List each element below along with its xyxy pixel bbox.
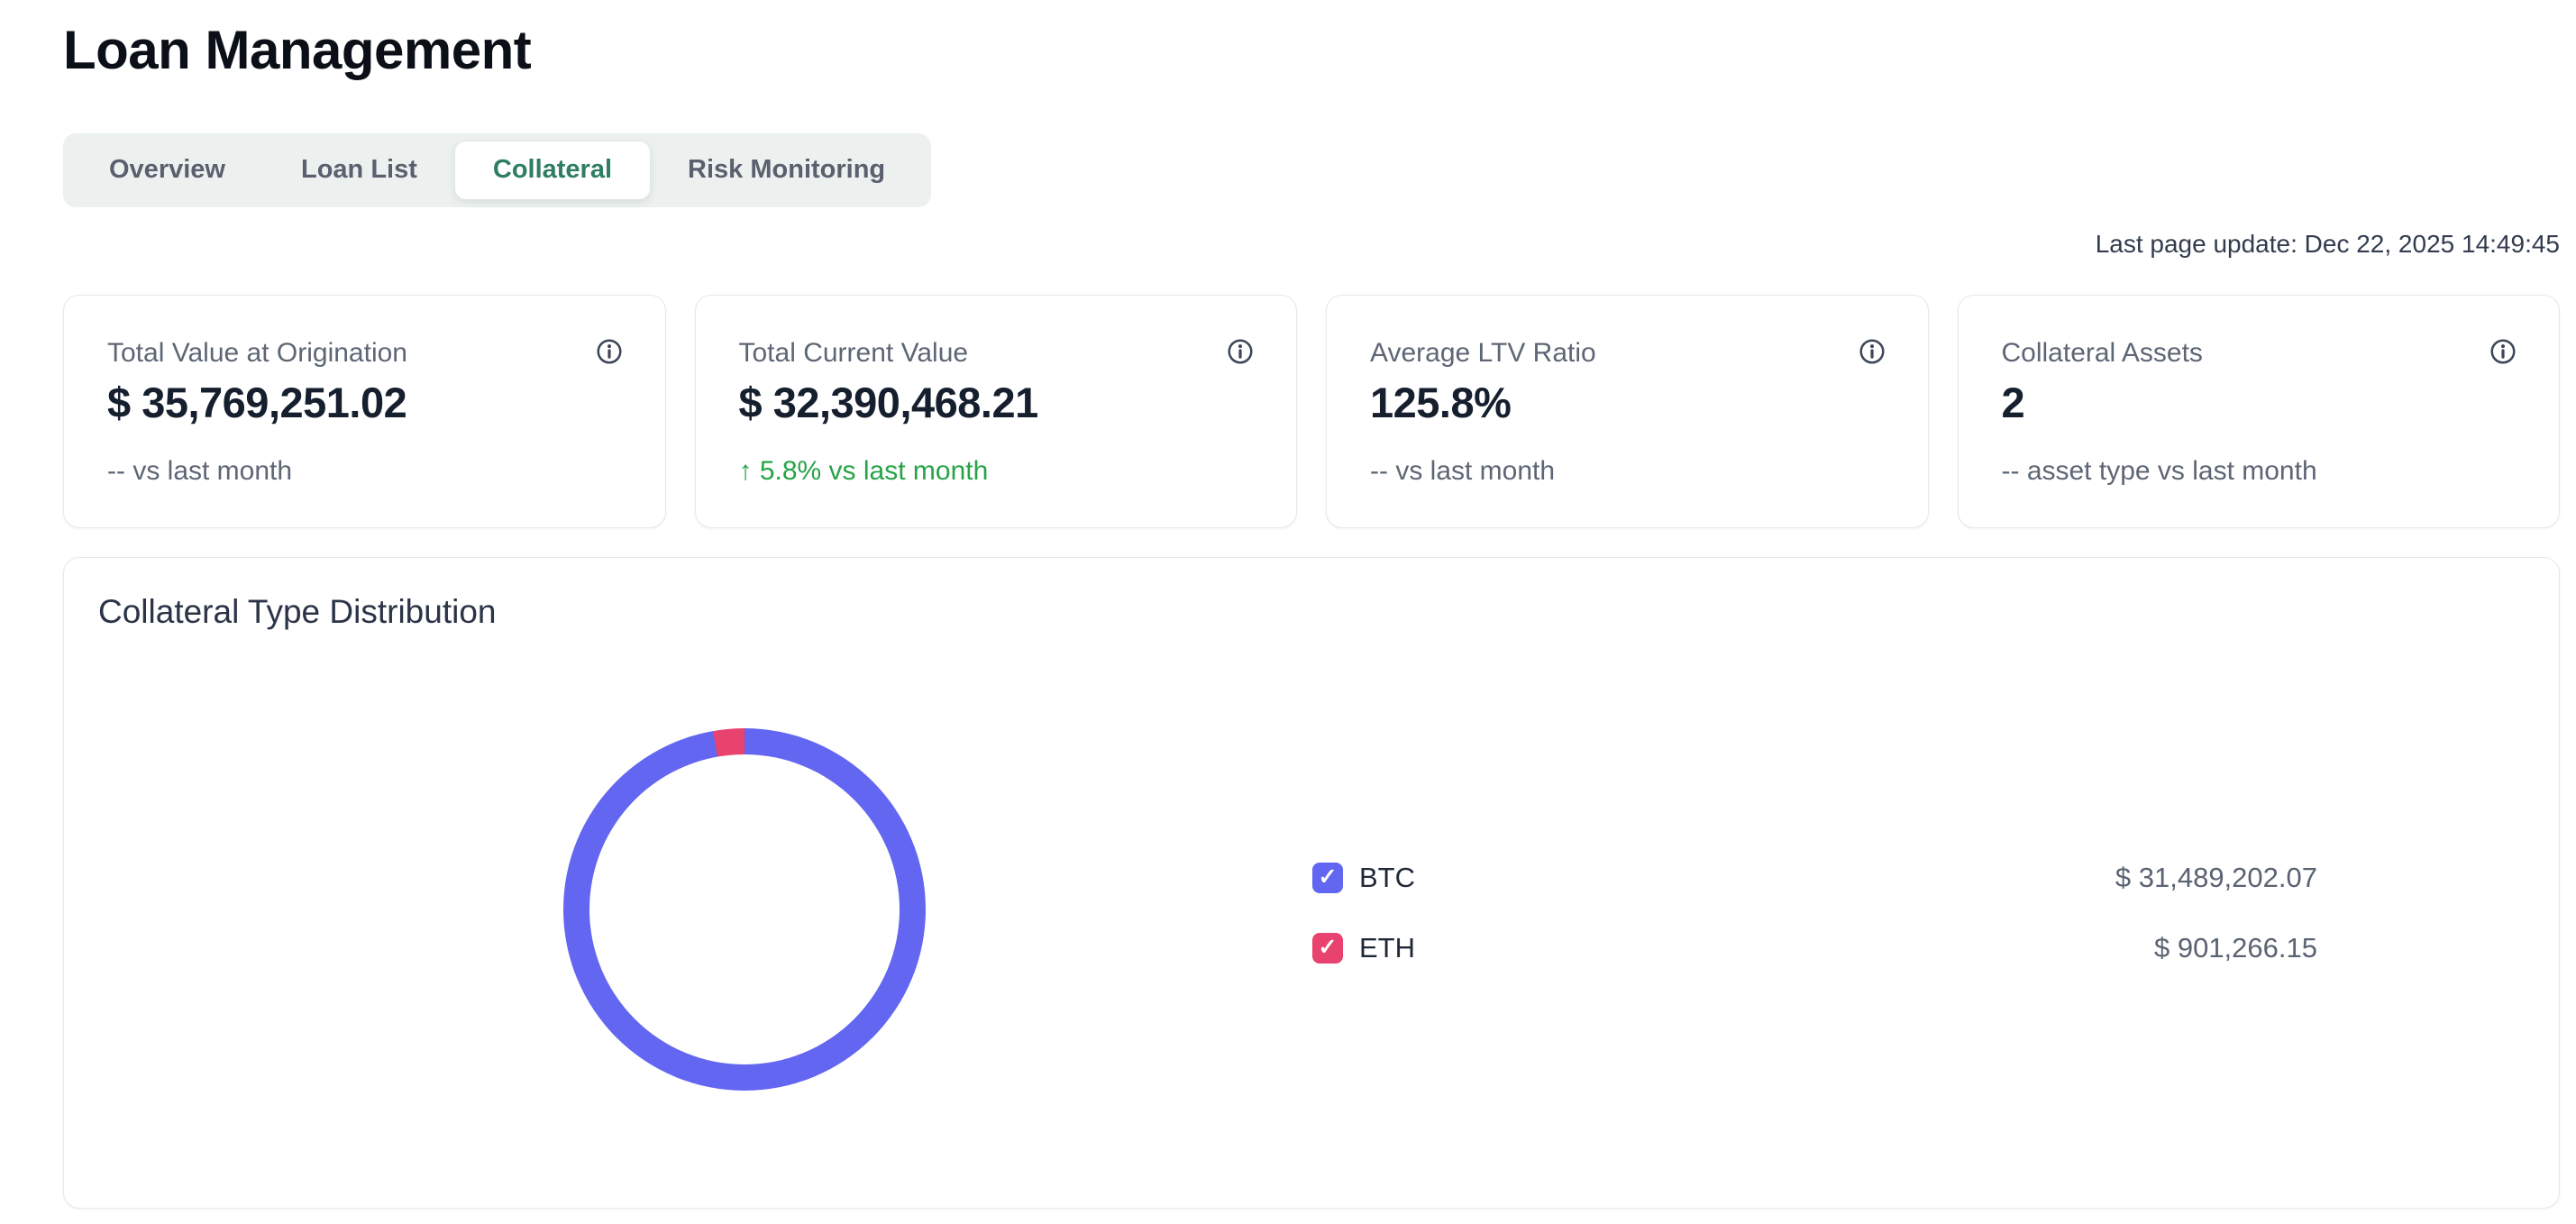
stat-label: Total Value at Origination [107,338,407,369]
collateral-distribution-card: Collateral Type Distribution ✓ BTC $ 31,… [63,556,2560,1209]
info-icon[interactable] [1226,337,1255,366]
legend-row-eth[interactable]: ✓ ETH $ 901,266.15 [1312,928,2317,968]
legend-label-eth: ETH [1359,931,1415,964]
stat-label: Collateral Assets [2001,338,2203,369]
stat-delta: ↑ 5.8% vs last month [738,455,989,486]
btc-checkbox[interactable]: ✓ [1312,862,1343,893]
stat-label: Total Current Value [738,338,969,369]
stat-card-total-current-value: Total Current Value $ 32,390,468.21 ↑ 5.… [694,295,1297,528]
legend-row-btc[interactable]: ✓ BTC $ 31,489,202.07 [1312,858,2317,898]
tab-collateral[interactable]: Collateral [454,142,651,199]
info-icon[interactable] [2489,337,2517,366]
legend-value-eth: $ 901,266.15 [2153,931,2317,964]
info-icon[interactable] [595,337,624,366]
stat-value: 2 [2001,379,2025,427]
stat-value: 125.8% [1370,379,1512,427]
tab-bar: Overview Loan List Collateral Risk Monit… [63,133,932,207]
info-icon[interactable] [1858,337,1886,366]
donut-chart[interactable] [563,727,926,1091]
stat-card-total-value-origination: Total Value at Origination $ 35,769,251.… [63,295,666,528]
stat-delta: -- vs last month [1370,455,1556,486]
tab-loan-list[interactable]: Loan List [300,155,417,184]
stat-card-average-ltv-ratio: Average LTV Ratio 125.8% -- vs last mont… [1326,295,1929,528]
legend-value-btc: $ 31,489,202.07 [2115,861,2317,893]
stats-row: Total Value at Origination $ 35,769,251.… [63,295,2560,528]
eth-checkbox[interactable]: ✓ [1312,932,1343,964]
legend-label-btc: BTC [1359,861,1415,893]
last-update-text: Last page update: Dec 22, 2025 14:49:45 [2095,229,2560,258]
stat-delta: -- vs last month [107,455,293,486]
stat-card-collateral-assets: Collateral Assets 2 -- asset type vs las… [1957,295,2560,528]
page-title: Loan Management [63,20,532,80]
tab-risk-monitoring[interactable]: Risk Monitoring [688,155,886,184]
stat-value: $ 32,390,468.21 [738,379,1039,427]
chart-title: Collateral Type Distribution [98,592,497,630]
stat-value: $ 35,769,251.02 [107,379,407,427]
tab-overview[interactable]: Overview [109,155,225,184]
stat-delta: -- asset type vs last month [2001,455,2317,486]
chart-legend: ✓ BTC $ 31,489,202.07 ✓ ETH $ 901,266.15 [1312,858,2317,999]
stat-label: Average LTV Ratio [1370,338,1596,369]
